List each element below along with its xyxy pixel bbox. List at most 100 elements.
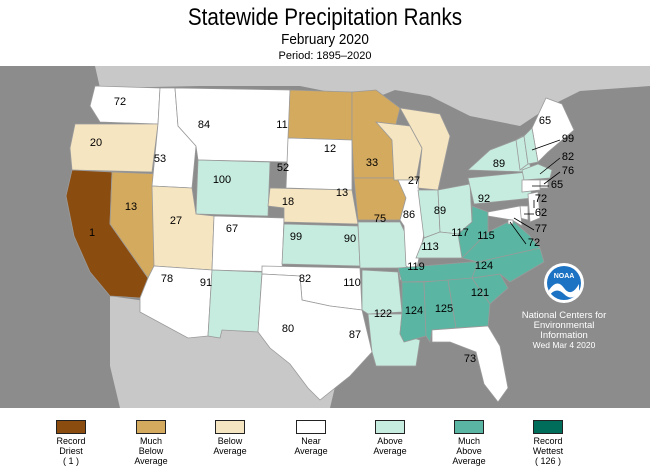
leader-line-dc [509, 221, 527, 245]
rank-label-tx: 80 [282, 323, 294, 335]
rank-label-al: 124 [405, 305, 423, 317]
leader-line-md [513, 217, 535, 231]
legend-label-line: Average [213, 446, 247, 456]
legend-label-line: Driest [59, 446, 83, 456]
leader-line-nh [531, 139, 561, 151]
rank-label-dc: 72 [528, 237, 540, 249]
legend-label: Near Average [271, 436, 351, 456]
rank-label-ma: 82 [562, 151, 574, 163]
legend-label: Record Driest( 1 ) [31, 436, 111, 466]
rank-label-ca: 1 [89, 227, 95, 239]
rank-label-nj: 72 [535, 193, 547, 205]
rank-label-oh: 89 [434, 205, 446, 217]
legend-label: Record Wettest( 126 ) [508, 436, 588, 466]
rank-label-il: 75 [374, 213, 386, 225]
legend-label-line: Much [457, 436, 480, 446]
state-ga [447, 277, 491, 329]
state-va [461, 219, 541, 263]
rank-label-ky: 113 [421, 241, 439, 253]
rank-label-nm: 91 [200, 277, 212, 289]
noaa-line-2: Environmental [534, 320, 595, 331]
rank-label-mt: 84 [198, 119, 210, 131]
rank-label-mo: 90 [344, 233, 356, 245]
state-mi [399, 107, 451, 191]
legend-label-line: ( 1 ) [62, 456, 79, 466]
state-wv [457, 205, 489, 259]
leader-line-ri [543, 171, 561, 185]
precipitation-map: 7220113538410027786791115218998280121390… [0, 66, 650, 408]
legend-label-line: Average [452, 456, 486, 466]
rank-label-ga: 125 [435, 303, 453, 315]
legend-swatch [533, 420, 563, 434]
state-tx [257, 273, 373, 401]
legend-swatch [136, 420, 166, 434]
legend-label-line: Below [138, 446, 164, 456]
legend-label-line: Near [301, 436, 321, 446]
rank-label-va: 115 [477, 230, 495, 242]
rank-label-co: 67 [226, 223, 238, 235]
state-wy [195, 159, 271, 217]
noaa-line-1: National Centers for [522, 310, 606, 321]
rank-label-ok: 82 [299, 273, 311, 285]
rank-label-mi: 27 [408, 175, 420, 187]
rank-label-ri: 76 [562, 165, 574, 177]
rank-label-sd: 52 [277, 162, 289, 174]
rank-label-ut: 27 [170, 215, 182, 227]
rank-label-wa: 72 [114, 96, 126, 108]
legend-item-above: Above Average [350, 420, 430, 456]
rank-label-sc: 121 [471, 287, 489, 299]
legend-swatch [375, 420, 405, 434]
state-sd [285, 137, 353, 191]
legend-swatch [454, 420, 484, 434]
rank-label-az: 78 [161, 273, 173, 285]
rank-label-ar: 110 [343, 277, 361, 289]
legend: Record Driest( 1 ) Much Below Average Below Av… [0, 420, 650, 475]
map-subtitle: February 2020 [281, 31, 369, 48]
state-wa [89, 85, 161, 125]
rank-label-fl: 73 [464, 353, 476, 365]
legend-item-record-driest: Record Driest( 1 ) [31, 420, 111, 466]
rank-label-nv: 13 [125, 201, 137, 213]
noaa-logo-text: NOAA [554, 273, 575, 280]
legend-label-line: Above [377, 436, 403, 446]
state-nh [523, 127, 539, 165]
legend-label-line: Average [294, 446, 328, 456]
legend-label-line: Wettest [532, 446, 564, 456]
state-or [69, 123, 159, 173]
canada-land [0, 66, 650, 126]
rank-label-ia: 13 [336, 187, 348, 199]
map-period: Period: 1895–2020 [278, 50, 372, 62]
state-nd [287, 89, 353, 141]
legend-label: Much Below Average [111, 436, 191, 466]
noaa-line-3: Information [540, 330, 588, 341]
rank-label-id: 53 [154, 153, 166, 165]
state-ne [267, 187, 359, 225]
legend-label: Above Average [350, 436, 430, 456]
rank-label-wi: 33 [366, 157, 378, 169]
rank-label-me: 65 [539, 115, 551, 127]
legend-label: Below Average [190, 436, 270, 456]
state-ct [521, 179, 541, 193]
state-co [211, 215, 285, 273]
legend-swatch [215, 420, 245, 434]
legend-swatch [296, 420, 326, 434]
rank-label-in: 86 [403, 209, 415, 221]
rank-label-ks: 99 [290, 231, 302, 243]
leader-line-ma [539, 157, 561, 175]
rank-label-ct: 65 [551, 179, 563, 191]
legend-item-much-below: Much Below Average [111, 420, 191, 466]
legend-label-line: Below [217, 436, 243, 446]
state-fl [431, 325, 509, 403]
map-title: Statewide Precipitation Ranks [187, 4, 463, 31]
rank-label-md: 77 [535, 223, 547, 235]
legend-label: Much Above Average [429, 436, 509, 466]
state-ma [521, 163, 553, 181]
state-ar [361, 269, 403, 315]
legend-swatch [56, 420, 86, 434]
legend-item-near: Near Average [271, 420, 351, 456]
rank-label-ne: 18 [282, 196, 294, 208]
rank-label-ms: 122 [374, 308, 392, 320]
legend-label-line: Record [533, 436, 563, 446]
rank-label-de: 62 [535, 207, 547, 219]
rank-label-tn: 119 [407, 261, 425, 273]
